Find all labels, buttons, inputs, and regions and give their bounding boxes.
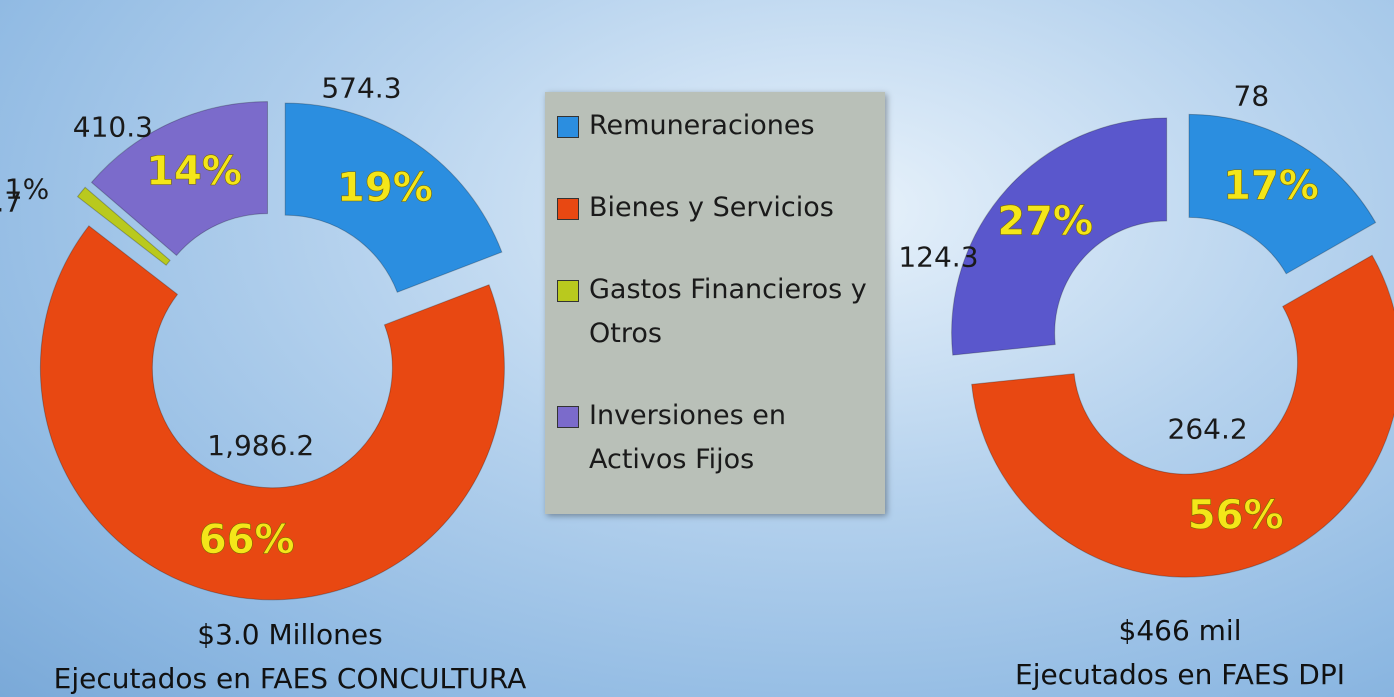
percent-label: 17% — [1223, 163, 1319, 209]
donut-slice — [76, 186, 171, 266]
legend-item: Inversiones en Activos Fijos — [557, 394, 873, 482]
legend-item: Gastos Financieros y Otros — [557, 268, 873, 356]
donut-slice — [90, 101, 268, 257]
legend-swatch — [557, 198, 579, 220]
legend-label: Inversiones en Activos Fijos — [589, 400, 786, 475]
caption-subtitle: Ejecutados en FAES CONCULTURA — [54, 662, 527, 695]
value-label: 1,986.2 — [207, 429, 314, 462]
legend-item: Remuneraciones — [557, 104, 873, 148]
legend-label: Remuneraciones — [589, 110, 815, 141]
legend-item: Bienes y Servicios — [557, 186, 873, 230]
value-label: 24.7 — [0, 185, 22, 218]
value-label: 264.2 — [1168, 413, 1248, 446]
legend: Remuneraciones Bienes y Servicios Gastos F… — [545, 92, 885, 514]
percent-label: 1% — [5, 172, 49, 205]
caption-title: $466 mil — [1119, 614, 1242, 647]
percent-label: 56% — [1188, 493, 1284, 539]
percent-label: 27% — [997, 198, 1093, 244]
legend-swatch — [557, 280, 579, 302]
percent-label: 14% — [146, 149, 242, 195]
donut-slice — [39, 225, 505, 601]
legend-swatch — [557, 406, 579, 428]
donut-slice — [1188, 113, 1377, 275]
value-label: 410.3 — [73, 110, 153, 143]
legend-label: Bienes y Servicios — [589, 192, 834, 223]
legend-swatch — [557, 116, 579, 138]
percent-label: 19% — [337, 165, 433, 211]
caption-subtitle: Ejecutados en FAES DPI — [1015, 658, 1345, 691]
donut-slice — [971, 254, 1394, 578]
value-label: 124.3 — [898, 241, 978, 274]
percent-label: 66% — [199, 517, 295, 563]
value-label: 574.3 — [321, 72, 401, 105]
legend-label: Gastos Financieros y Otros — [589, 274, 867, 349]
value-label: 78 — [1234, 80, 1270, 113]
caption-title: $3.0 Millones — [197, 618, 382, 651]
donut-slice — [284, 102, 503, 293]
donut-slice — [951, 117, 1168, 356]
